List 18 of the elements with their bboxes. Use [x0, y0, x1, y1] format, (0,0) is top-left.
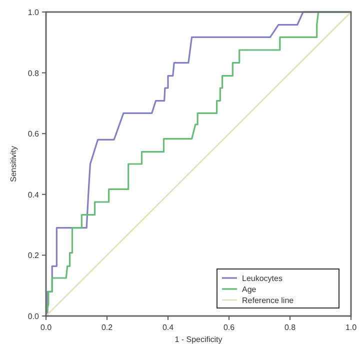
legend-label: Reference line — [242, 296, 294, 305]
line-series — [45, 11, 352, 317]
y-tick-label: 0.6 — [28, 130, 40, 139]
y-tick-label: 0.2 — [28, 251, 40, 260]
y-tick-label: 0.4 — [28, 190, 40, 200]
x-tick-label: 0.8 — [284, 323, 296, 332]
y-tick-label: 0.8 — [28, 68, 40, 78]
y-tick-label: 0.0 — [28, 312, 40, 321]
y-tick-label: 1.0 — [28, 8, 40, 17]
x-tick-label: 0.4 — [162, 323, 174, 332]
x-axis-title: 1 - Specificity — [174, 335, 222, 344]
legend-label: Age — [242, 285, 257, 294]
legend-label: Leukocytes — [242, 274, 282, 283]
x-tick-label: 0.6 — [223, 323, 236, 332]
x-tick-label: 1.0 — [345, 323, 358, 332]
x-tick-label: 0.0 — [40, 323, 52, 332]
y-axis-title: Sensitivity — [9, 146, 18, 182]
x-tick-label: 0.2 — [101, 323, 114, 332]
